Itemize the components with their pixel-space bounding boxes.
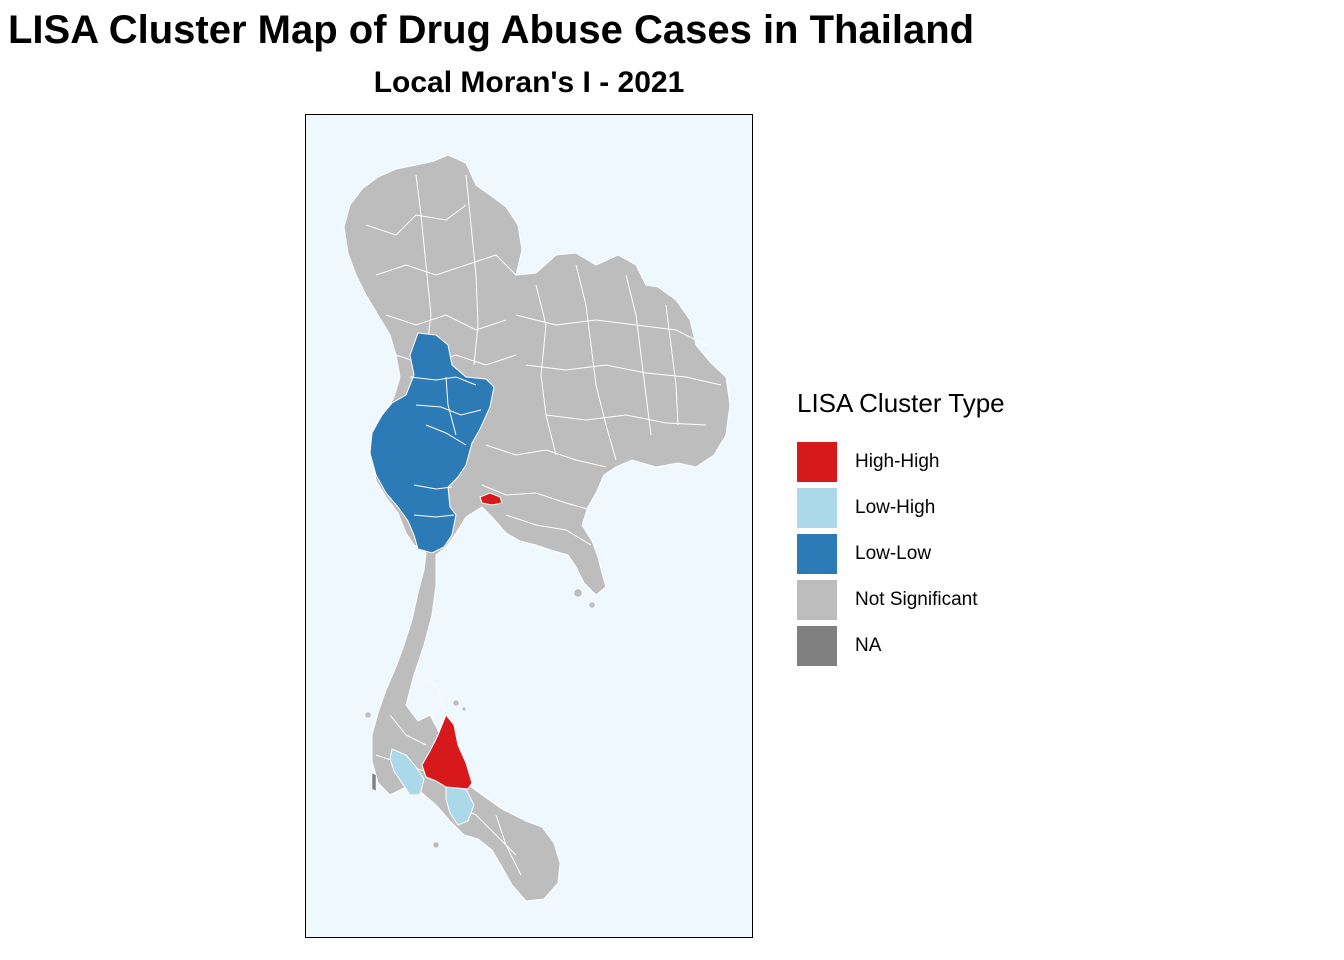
legend-label: High-High (855, 451, 940, 472)
legend-item-low-low: Low-Low (797, 531, 1005, 577)
legend-label: Low-Low (855, 543, 932, 564)
region-high-high-central (479, 492, 503, 506)
legend: LISA Cluster Type High-High Low-High Low… (797, 388, 1005, 669)
province-borders (365, 174, 722, 876)
region-low-low (369, 332, 495, 554)
region-low-high-east (445, 786, 475, 826)
legend-swatch-high-high (797, 442, 837, 482)
thailand-map (343, 154, 731, 902)
region-not-significant (343, 154, 731, 902)
region-na (371, 772, 377, 792)
legend-item-na: NA (797, 623, 1005, 669)
legend-swatch-low-low (797, 534, 837, 574)
legend-title: LISA Cluster Type (797, 388, 1005, 418)
legend-swatch-na (797, 626, 837, 666)
region-high-high-south (421, 714, 473, 790)
legend-label: Not Significant (855, 589, 978, 610)
legend-label: NA (855, 635, 882, 656)
legend-swatch-low-high (797, 488, 837, 528)
legend-label: Low-High (855, 497, 936, 518)
map-subtitle: Local Moran's I - 2021 (373, 66, 685, 99)
low-low-borders (409, 376, 482, 518)
legend-item-low-high: Low-High (797, 485, 1005, 531)
legend-item-high-high: High-High (797, 439, 1005, 485)
map-title: LISA Cluster Map of Drug Abuse Cases in … (8, 8, 975, 52)
legend-item-not-significant: Not Significant (797, 577, 1005, 623)
islands (364, 588, 596, 849)
region-low-high-west (389, 748, 425, 796)
legend-swatch-not-significant (797, 580, 837, 620)
map-panel (305, 114, 753, 938)
